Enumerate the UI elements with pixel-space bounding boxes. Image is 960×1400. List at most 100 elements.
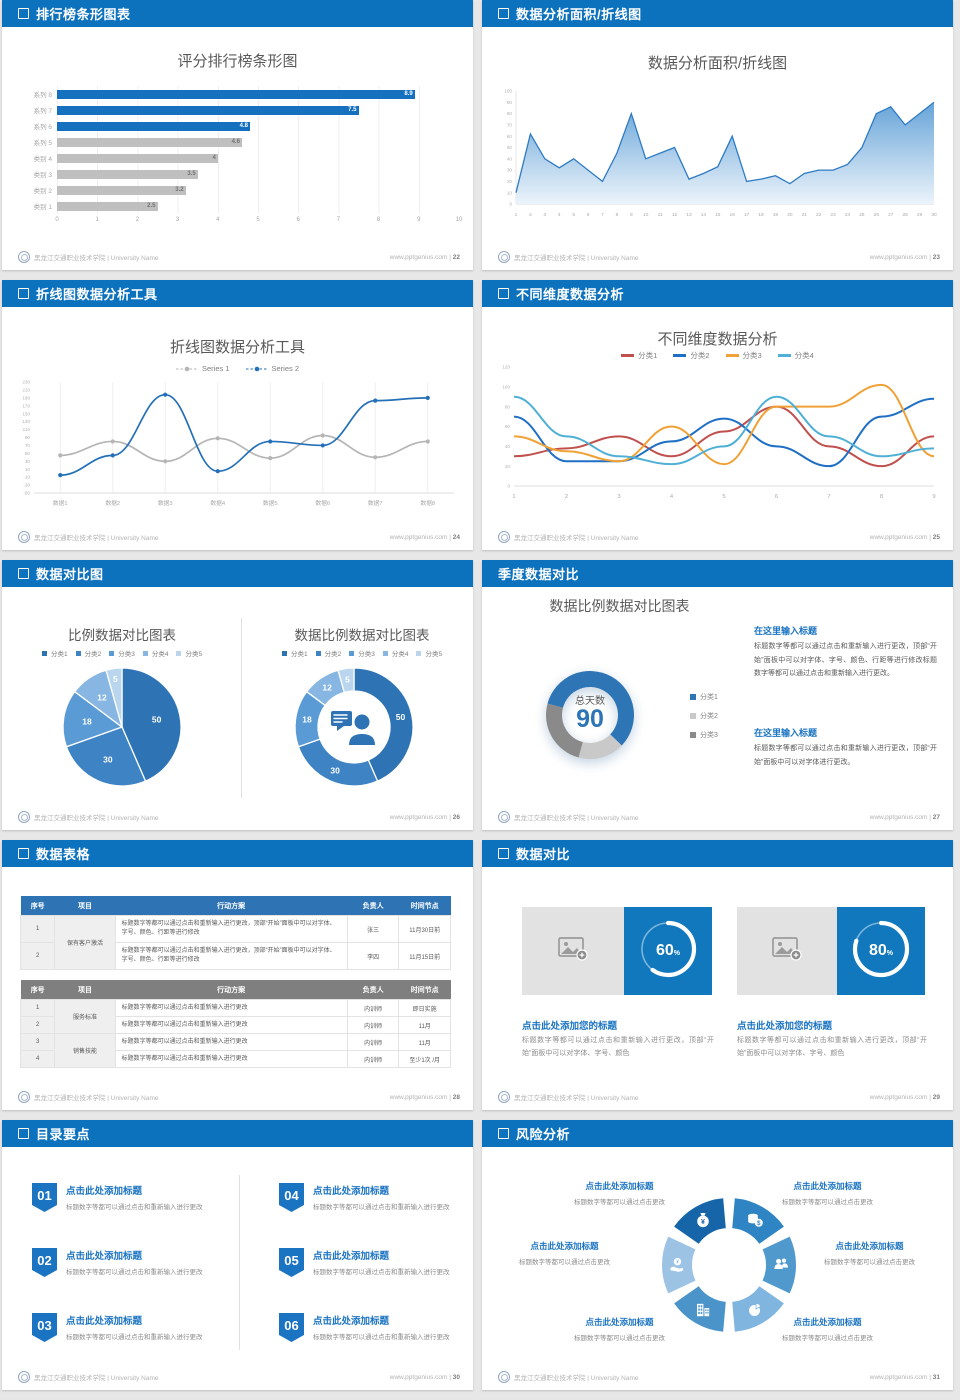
svg-text:18: 18 [82, 717, 92, 727]
svg-text:70: 70 [25, 443, 31, 448]
svg-text:30: 30 [25, 459, 31, 464]
bar-category-label: 系列 8 [33, 92, 52, 99]
compare-card: 60% [522, 907, 712, 995]
table-header-cell: 项目 [77, 902, 92, 910]
bar-value: 4 [212, 155, 216, 161]
building-icon [697, 1303, 710, 1317]
toc-item[interactable]: 02 点击此处添加标题 标题数字等都可以通过点击和重新输入进行更改 [32, 1248, 217, 1277]
svg-text:1: 1 [515, 212, 518, 218]
slide-paper: 数据对比 60% 80% 点击此处添加您的标题 点击此处添加您的标题 标题数字等… [482, 840, 953, 1110]
footer-site: www.pptgenius.com [389, 1093, 448, 1101]
legend-item: 分类3 [349, 648, 375, 658]
slide-toc[interactable]: 目录要点 01 点击此处添加标题 标题数字等都可以通过点击和重新输入进行更改 02 点击… [0, 1120, 480, 1400]
people-icon [774, 1258, 788, 1269]
legend-item: 分类3 [725, 350, 762, 361]
bar-row: 系列 5 4.6 [18, 134, 459, 150]
svg-text:40: 40 [505, 444, 511, 449]
bar: 2.5 [57, 201, 158, 211]
progress-value: 80% [868, 942, 894, 959]
table-header-cell: 行动方案 [217, 902, 246, 910]
table-cell: 内训师 [346, 1050, 400, 1068]
slide-multi-line-chart[interactable]: 不同维度数据分析 不同维度数据分析 分类1 分类2 分类3 分类4 0 20 40 60 80… [480, 280, 960, 560]
slide-footer: 黑龙江交通职业技术学院 | University Name www.pptgen… [498, 811, 940, 823]
svg-text:29: 29 [917, 212, 923, 218]
vertical-divider [239, 1175, 240, 1350]
toc-item[interactable]: 06 点击此处添加标题 标题数字等都可以通过点击和重新输入进行更改 [279, 1313, 464, 1342]
svg-text:110: 110 [23, 427, 31, 432]
footer-org: 黑龙江交通职业技术学院 | University Name [34, 255, 159, 262]
slide-dual-line-chart[interactable]: 折线图数据分析工具 折线图数据分析工具 Series 1 Series 2 -50… [0, 280, 480, 560]
money-bag-icon: ¥ [697, 1212, 709, 1228]
svg-text:8: 8 [880, 494, 883, 500]
slide-pie-comparison[interactable]: 数据对比图 比例数据对比图表 数据比例数据对比图表 分类1 分类2 分类3 分类4 分类… [0, 560, 480, 840]
table-cell: 标题数字等都可以通过点击和重新输入进行更改 [114, 1016, 348, 1034]
table-cell: 标题数字等都可以通过点击和重新输入进行更改 [114, 1050, 348, 1068]
svg-text:13: 13 [686, 212, 692, 218]
university-logo-icon [498, 251, 510, 263]
svg-text:27: 27 [888, 212, 894, 218]
line-chart-svg: 0 20 40 60 80 100 120 1 2 3 4 5 6 7 8 9 [502, 365, 935, 500]
footer-site: www.pptgenius.com [869, 253, 928, 261]
university-logo-icon [498, 1371, 510, 1383]
bar-value: 4.8 [239, 123, 248, 129]
risk-label: 点击此处添加标题 标题数字等都可以通过点击更改 [740, 1316, 915, 1342]
toc-item[interactable]: 01 点击此处添加标题 标题数字等都可以通过点击和重新输入进行更改 [32, 1183, 217, 1212]
slide-progress-compare[interactable]: 数据对比 60% 80% 点击此处添加您的标题 点击此处添加您的标题 标题数字等… [480, 840, 960, 1120]
pie-chart-svg: 50 30 18 12 5 [62, 667, 182, 787]
legend-item: Series 1 [175, 364, 230, 373]
svg-text:6: 6 [775, 494, 778, 500]
image-placeholder-svg [558, 937, 588, 961]
toc-item[interactable]: 03 点击此处添加标题 标题数字等都可以通过点击和重新输入进行更改 [32, 1313, 217, 1342]
svg-text:9: 9 [932, 494, 935, 500]
risk-label: 点击此处添加标题 标题数字等都可以通过点击更改 [537, 1316, 702, 1342]
svg-text:16: 16 [730, 212, 736, 218]
legend-item: 分类4 [382, 648, 408, 658]
line-chart-svg: -50 -30 -10 10 30 50 70 90 110 130 150 170 190 210 230… [22, 380, 454, 507]
slide-quarter-comparison[interactable]: 季度数据对比 数据比例数据对比图表 总天数 90 分类1 分类2 分类3 在这里输入… [480, 560, 960, 840]
slide-header-title: 数据对比图 [36, 567, 104, 582]
table-cell: 1 [19, 999, 56, 1017]
legend-item: 分类2 [673, 350, 710, 361]
chart-title: 评分排行榜条形图 [177, 53, 298, 70]
svg-text:17: 17 [744, 212, 750, 218]
table-cell: 标题数字等都可以通过点击和重新输入进行更改 [114, 999, 348, 1017]
svg-text:6: 6 [587, 212, 590, 218]
table-cell: 至少1次 /月 [398, 1050, 451, 1068]
donut-center-text: 总天数 90 [535, 692, 645, 732]
svg-text:60: 60 [505, 424, 511, 429]
slide-area-chart[interactable]: 数据分析面积/折线图 数据分析面积/折线图 0 10 20 30 40 50 60 70 80 9… [480, 0, 960, 280]
slide-header-title: 折线图数据分析工具 [36, 287, 158, 302]
table-row: 1 服务标准 标题数字等都可以通过点击和重新输入进行更改 内训师 即日实施 [19, 999, 451, 1034]
svg-text:-50: -50 [23, 491, 30, 496]
risk-label-title: 点击此处添加标题 [793, 1181, 862, 1191]
svg-text:28: 28 [902, 212, 908, 218]
svg-text:数据4: 数据4 [210, 499, 226, 507]
risk-label: 点击此处添加标题 标题数字等都可以通过点击更改 [487, 1240, 642, 1266]
slide-footer: 黑龙江交通职业技术学院 | University Name www.pptgen… [498, 1371, 940, 1383]
image-placeholder-svg [772, 937, 802, 961]
card-title: 点击此处添加您的标题 [737, 1021, 833, 1032]
svg-text:7: 7 [827, 494, 830, 500]
svg-text:10: 10 [507, 190, 513, 195]
footer-site: www.pptgenius.com [869, 1373, 928, 1381]
bar-row: 系列 6 4.8 [18, 118, 459, 134]
slide-header-title: 目录要点 [36, 1127, 91, 1142]
page-number: 28 [452, 1093, 460, 1101]
svg-text:26: 26 [874, 212, 880, 218]
svg-text:1: 1 [512, 494, 515, 500]
donut-center-value: 90 [576, 705, 604, 733]
toc-item[interactable]: 05 点击此处添加标题 标题数字等都可以通过点击和重新输入进行更改 [279, 1248, 464, 1277]
bar-category-label: 类别 2 [33, 188, 52, 195]
slide-data-tables[interactable]: 数据表格 序号 项目 行动方案 负责人 时间节点 1 保有客户激活 标题数字等都可以通过点击和… [0, 840, 480, 1120]
toc-item[interactable]: 04 点击此处添加标题 标题数字等都可以通过点击和重新输入进行更改 [279, 1183, 464, 1212]
slide-bar-ranking[interactable]: 排行榜条形图表 评分排行榜条形图 系列 8 8.9 系列 7 7.5 系列 6 4.8 系列… [0, 0, 480, 280]
slide-paper: 数据表格 序号 项目 行动方案 负责人 时间节点 1 保有客户激活 标题数字等都可以通过点击和… [2, 840, 473, 1110]
legend-item: 分类4 [777, 350, 814, 361]
svg-text:12: 12 [672, 212, 678, 218]
quarter-donut-chart [535, 660, 645, 775]
svg-text:9: 9 [630, 212, 633, 218]
slide-risk-analysis[interactable]: 风险分析 ¥ $ ¥ 点击此处添加标题 标题数字等都可以通过点击更改 点击此处添加标题标… [480, 1120, 960, 1400]
svg-text:10: 10 [25, 467, 31, 472]
svg-text:30: 30 [507, 168, 513, 173]
svg-text:数据5: 数据5 [263, 499, 278, 507]
